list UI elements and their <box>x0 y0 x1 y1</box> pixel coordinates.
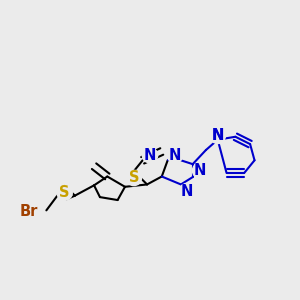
Text: N: N <box>212 128 224 143</box>
Text: S: S <box>59 185 70 200</box>
Circle shape <box>210 128 225 143</box>
Text: S: S <box>129 170 139 185</box>
Circle shape <box>57 185 72 200</box>
Circle shape <box>192 163 208 178</box>
Text: N: N <box>212 128 224 143</box>
Circle shape <box>142 148 158 163</box>
Circle shape <box>126 170 142 186</box>
Text: N: N <box>169 148 181 163</box>
Circle shape <box>167 148 183 163</box>
Circle shape <box>179 184 194 199</box>
Text: N: N <box>181 184 193 199</box>
Circle shape <box>18 201 40 223</box>
Text: N: N <box>144 148 156 163</box>
Text: N: N <box>194 163 206 178</box>
Text: Br: Br <box>20 204 38 219</box>
